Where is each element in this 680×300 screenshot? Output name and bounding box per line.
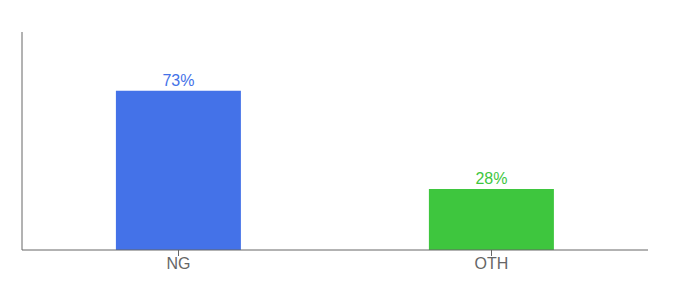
svg-text:OTH: OTH [475,255,509,272]
svg-text:NG: NG [167,255,191,272]
svg-text:73%: 73% [162,72,194,89]
svg-text:28%: 28% [475,170,507,187]
